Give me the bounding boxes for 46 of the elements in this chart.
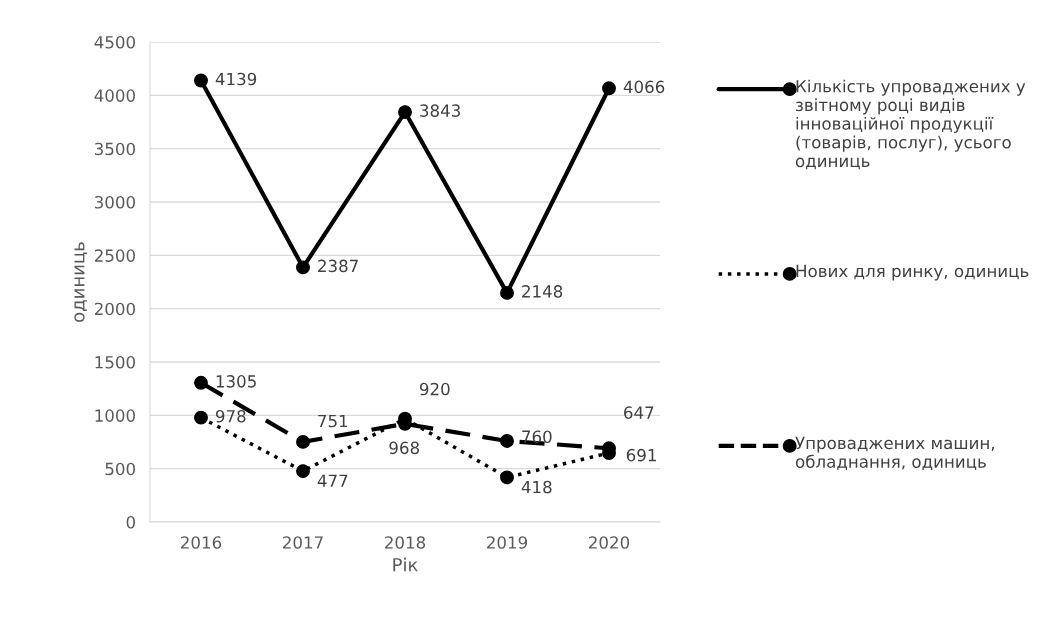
y-tick-label: 2500 xyxy=(94,249,135,262)
x-tick-label: 2019 xyxy=(487,536,528,549)
x-tick-label: 2018 xyxy=(385,536,426,549)
point xyxy=(398,105,412,120)
data-label: 4066 xyxy=(623,80,665,94)
data-label: 968 xyxy=(389,441,419,455)
legend-label: Упроваджених машин, обладнання, одиниць xyxy=(795,436,994,470)
data-label: 477 xyxy=(317,474,348,487)
y-tick-label: 3000 xyxy=(94,195,135,209)
point xyxy=(602,81,616,96)
x-tick-label: 2020 xyxy=(589,536,630,549)
data-label: 2387 xyxy=(318,259,358,273)
y-tick-label: 3500 xyxy=(94,142,135,156)
point xyxy=(296,434,310,449)
x-axis-title: Рік xyxy=(393,557,418,572)
data-label: 2148 xyxy=(522,285,563,298)
legend-label: Нових для ринку, одиниць xyxy=(796,264,1029,281)
point xyxy=(296,260,310,275)
x-tick-label: 2016 xyxy=(181,536,222,549)
point xyxy=(194,73,208,88)
data-label: 1305 xyxy=(216,375,256,388)
point xyxy=(194,375,208,390)
y-tick-label: 1500 xyxy=(95,355,135,369)
y-tick-label: 500 xyxy=(105,462,135,476)
data-label: 4139 xyxy=(215,72,257,86)
data-label: 920 xyxy=(419,382,450,396)
data-label: 751 xyxy=(318,414,348,428)
data-label: 647 xyxy=(624,406,654,419)
data-label: 3843 xyxy=(420,104,460,117)
data-label: 978 xyxy=(215,409,246,423)
legend-label: Кількість упроваджених у звітному році видів інноваційної продукції (товарів, послуг), усього одиниць xyxy=(795,79,1026,170)
point xyxy=(500,433,514,448)
data-label: 418 xyxy=(521,480,552,494)
y-tick-label: 2000 xyxy=(94,302,135,316)
point xyxy=(500,470,514,485)
point xyxy=(296,464,310,479)
y-axis-title: одиниць xyxy=(74,242,87,322)
y-tick-label: 0 xyxy=(126,515,135,529)
point xyxy=(194,410,208,425)
point xyxy=(500,285,514,300)
y-tick-label: 4000 xyxy=(94,89,135,102)
data-label: 760 xyxy=(522,430,552,443)
y-tick-label: 1000 xyxy=(95,409,135,422)
y-tick-label: 4500 xyxy=(94,35,135,49)
x-tick-label: 2017 xyxy=(283,536,323,549)
data-label: 691 xyxy=(626,448,656,462)
